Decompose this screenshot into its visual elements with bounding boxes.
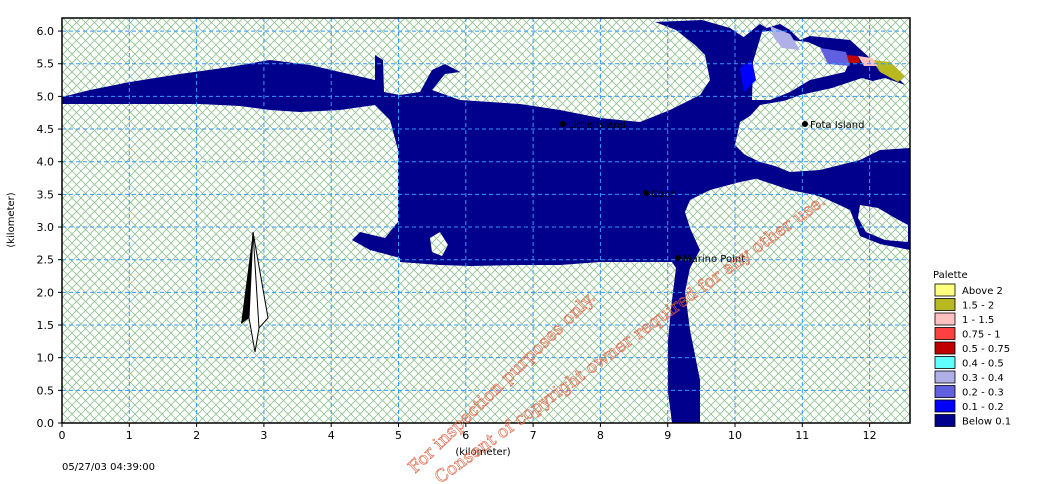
plot-frame — [61, 17, 911, 424]
legend-swatch — [934, 341, 956, 355]
y-tick-label: 5.5 — [37, 58, 55, 71]
legend: Palette Above 2 1.5 - 2 1 - 1.5 0.75 - 1 0.5… — [933, 270, 1011, 428]
x-tick-label: 10 — [728, 429, 742, 442]
legend-title: Palette — [933, 270, 968, 281]
place-marker-icon — [675, 255, 681, 261]
patch-mid-blue — [820, 48, 850, 66]
legend-label: 0.2 - 0.3 — [962, 388, 1004, 399]
y-tick-label: 3.5 — [37, 188, 55, 201]
y-tick-label: 4.5 — [37, 123, 55, 136]
legend-swatch — [934, 414, 956, 427]
island-layer — [430, 30, 910, 256]
island-small — [430, 232, 448, 256]
patch-lavender — [770, 26, 800, 50]
y-axis-title: (kilometer) — [6, 192, 17, 247]
y-tick-label: 1.5 — [37, 319, 55, 332]
y-tick-label: 1.0 — [37, 352, 55, 365]
legend-swatch — [934, 312, 956, 326]
x-tick-label: 8 — [597, 429, 604, 442]
place-marker-icon — [560, 121, 566, 127]
place-label: Marino Point — [683, 254, 745, 265]
y-tick-label: 2.0 — [37, 286, 55, 299]
patch-red — [846, 55, 860, 63]
legend-entry: 0.1 - 0.2 — [934, 399, 1004, 413]
legend-label: 0.4 - 0.5 — [962, 359, 1004, 370]
legend-entry: Above 2 — [934, 283, 1003, 297]
y-tick-label: 0.5 — [37, 384, 55, 397]
legend-label: 0.3 - 0.4 — [962, 373, 1004, 384]
legend-label: Below 0.1 — [962, 417, 1011, 428]
x-axis-title: (kilometer) — [455, 447, 510, 458]
y-tick-label: 6.0 — [37, 25, 55, 38]
place-marino-point: Marino Point — [675, 254, 745, 265]
legend-swatch — [934, 327, 956, 340]
legend-entry: 0.5 - 0.75 — [934, 341, 1010, 355]
legend-entry: Below 0.1 — [934, 414, 1011, 428]
y-tick-label: 2.5 — [37, 254, 55, 267]
legend-label: 0.1 - 0.2 — [962, 402, 1004, 413]
x-tick-label: 4 — [328, 429, 335, 442]
timestamp: 05/27/03 04:39:00 — [62, 462, 156, 473]
grid — [62, 18, 910, 423]
y-tick-label: 4.0 — [37, 156, 55, 169]
legend-swatch — [934, 283, 956, 297]
x-tick-label: 0 — [59, 429, 66, 442]
legend-entry: 0.3 - 0.4 — [934, 370, 1004, 384]
place-cobh: Cobh — [643, 189, 677, 200]
place-fota-island: Fota Island — [802, 120, 865, 131]
legend-swatch — [934, 399, 956, 413]
x-tick-label: 9 — [664, 429, 671, 442]
legend-label: 0.75 - 1 — [962, 330, 1001, 341]
place-marker-icon — [802, 121, 808, 127]
x-tick-label: 3 — [260, 429, 267, 442]
x-tick-label: 12 — [863, 429, 877, 442]
island-cove — [858, 205, 908, 242]
place-label: Little Island — [568, 120, 626, 131]
velocity-patches — [740, 26, 905, 92]
x-tick-label: 11 — [795, 429, 809, 442]
north-arrow-icon — [241, 231, 269, 353]
island-inner — [752, 30, 850, 100]
x-tick-label: 6 — [462, 429, 469, 442]
legend-swatch — [934, 370, 956, 384]
x-ticks: 0 1 2 3 4 5 6 7 8 9 10 11 12 — [59, 423, 877, 442]
y-ticks: 0.0 0.5 1.0 1.5 2.0 2.5 3.0 3.5 4.0 4.5 5.0 5.5 6.0 — [37, 25, 62, 430]
legend-swatch — [934, 356, 956, 369]
place-marker-icon — [643, 190, 649, 196]
x-tick-label: 5 — [395, 429, 402, 442]
legend-label: Above 2 — [962, 286, 1003, 297]
place-label: Cobh — [651, 189, 677, 200]
patch-blue — [740, 60, 756, 92]
y-tick-label: 5.0 — [37, 90, 55, 103]
x-tick-label: 2 — [193, 429, 200, 442]
place-label: Fota Island — [810, 120, 865, 131]
x-tick-label: 1 — [126, 429, 133, 442]
legend-swatch — [934, 385, 956, 398]
island-north-east — [740, 78, 910, 172]
legend-entry: 1.5 - 2 — [934, 298, 994, 312]
legend-swatch — [934, 298, 956, 311]
patch-yellow — [872, 60, 905, 82]
legend-label: 1.5 - 2 — [962, 301, 994, 312]
legend-label: 0.5 - 0.75 — [962, 344, 1010, 355]
y-tick-label: 0.0 — [37, 417, 55, 430]
y-tick-label: 3.0 — [37, 221, 55, 234]
place-little-island: Little Island — [560, 120, 626, 131]
legend-entry: 0.4 - 0.5 — [934, 356, 1004, 370]
legend-entry: 1 - 1.5 — [934, 312, 994, 326]
water-main-channel — [62, 20, 910, 423]
legend-entry: 0.2 - 0.3 — [934, 385, 1004, 399]
legend-entry: 0.75 - 1 — [934, 327, 1001, 341]
legend-label: 1 - 1.5 — [962, 315, 994, 326]
x-tick-label: 7 — [530, 429, 537, 442]
